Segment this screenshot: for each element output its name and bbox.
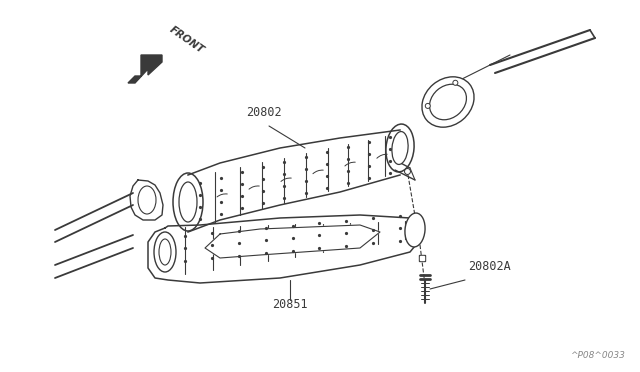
- Polygon shape: [128, 55, 162, 83]
- Ellipse shape: [386, 124, 414, 172]
- Ellipse shape: [138, 186, 156, 214]
- Ellipse shape: [154, 232, 176, 272]
- Polygon shape: [148, 215, 420, 283]
- Text: 20802A: 20802A: [468, 260, 511, 273]
- Ellipse shape: [179, 182, 197, 222]
- Ellipse shape: [429, 84, 467, 120]
- Text: 20851: 20851: [272, 298, 308, 311]
- Ellipse shape: [453, 80, 458, 85]
- Text: ^P08^0033: ^P08^0033: [570, 351, 625, 360]
- Polygon shape: [205, 225, 380, 258]
- Ellipse shape: [173, 173, 203, 231]
- Ellipse shape: [422, 77, 474, 127]
- Ellipse shape: [392, 132, 408, 164]
- Text: 20802: 20802: [246, 106, 282, 119]
- Text: FRONT: FRONT: [168, 24, 206, 55]
- Ellipse shape: [159, 239, 171, 265]
- Polygon shape: [188, 130, 400, 232]
- Ellipse shape: [426, 103, 430, 108]
- Ellipse shape: [405, 213, 425, 247]
- Polygon shape: [130, 180, 163, 220]
